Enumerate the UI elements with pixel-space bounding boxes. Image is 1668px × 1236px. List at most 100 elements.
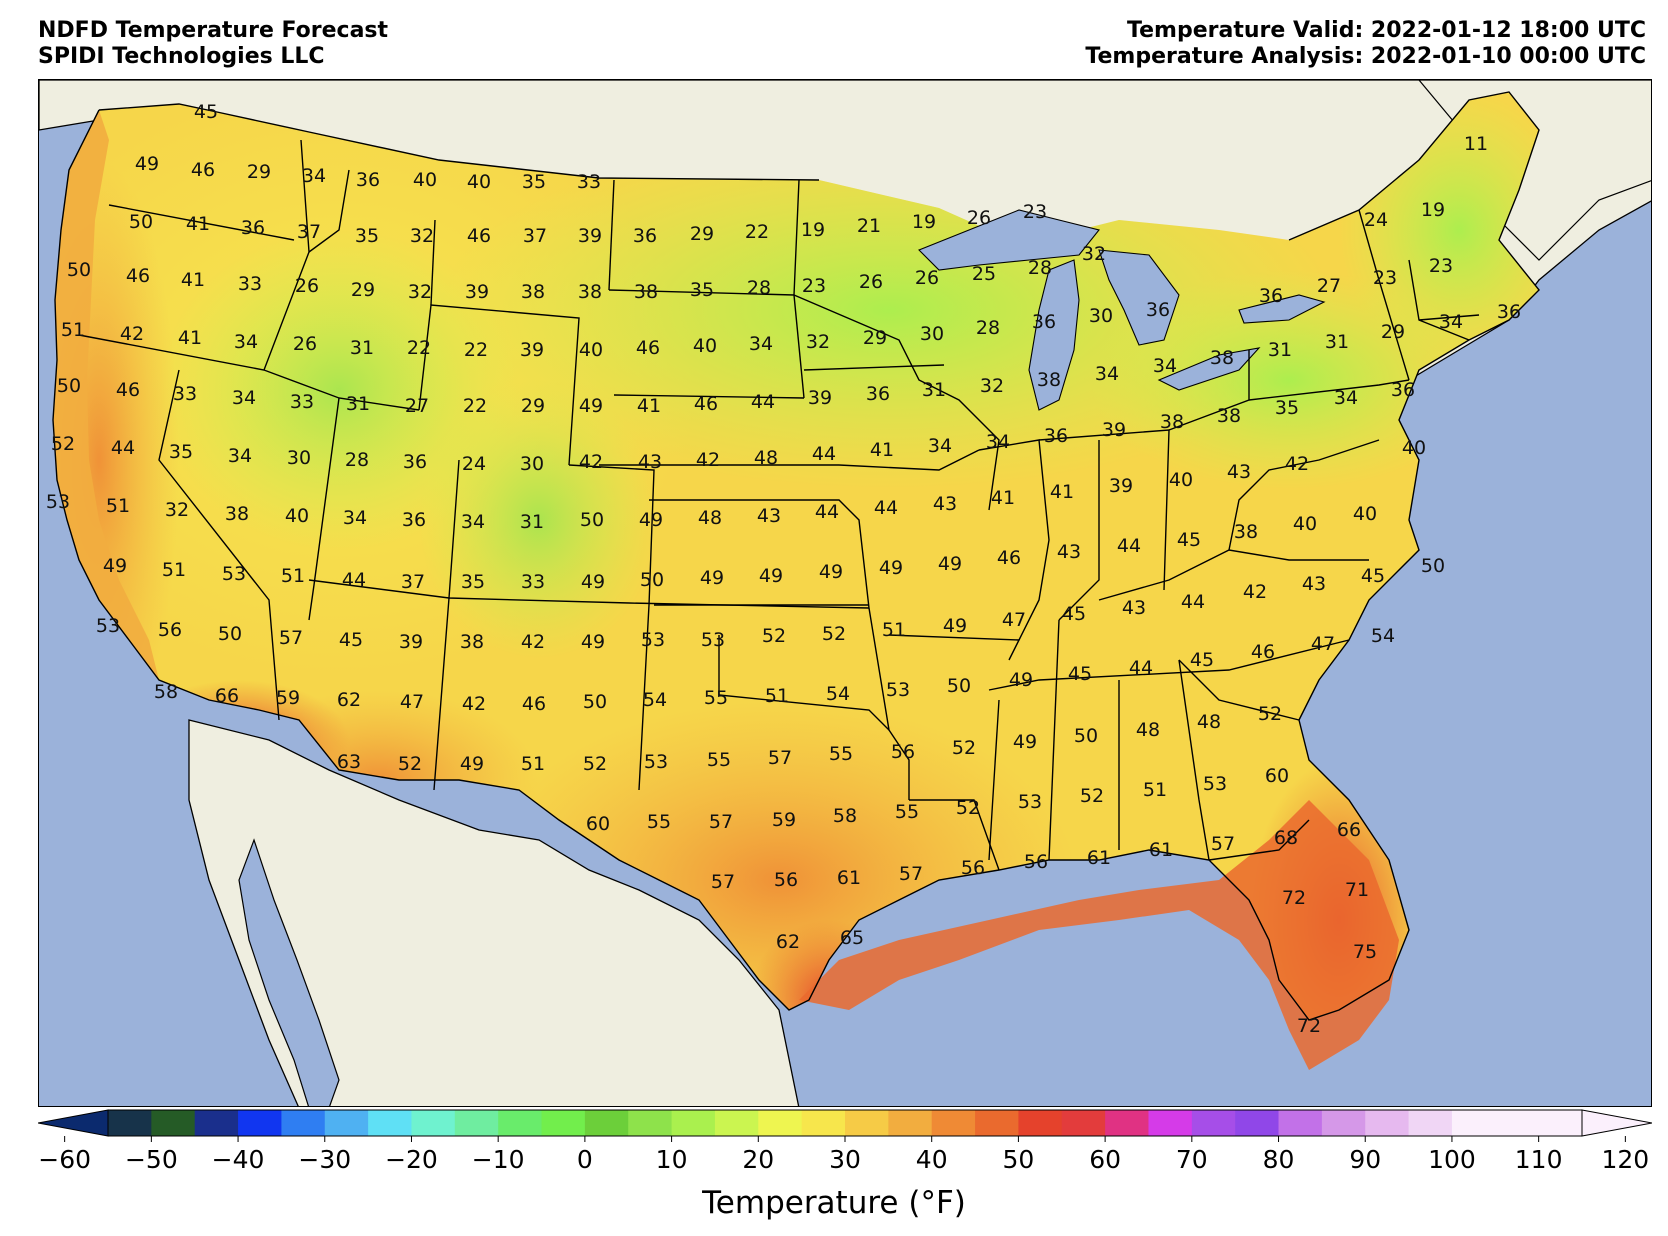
temperature-label: 28: [1028, 257, 1052, 279]
temperature-label: 32: [165, 499, 189, 521]
temperature-label: 34: [986, 431, 1010, 453]
colorbar-swatch: [888, 1110, 933, 1136]
temperature-label: 56: [158, 619, 182, 641]
temperature-label: 44: [342, 569, 366, 591]
temperature-label: 36: [1391, 379, 1415, 401]
temperature-label: 37: [523, 225, 547, 247]
temperature-label: 38: [1234, 521, 1258, 543]
temperature-label: 36: [1497, 301, 1521, 323]
colorbar-swatch: [1235, 1110, 1280, 1136]
temperature-label: 37: [297, 221, 321, 243]
temperature-label: 49: [135, 153, 159, 175]
temperature-label: 38: [460, 631, 484, 653]
temperature-label: 59: [772, 809, 796, 831]
temperature-label: 59: [276, 687, 300, 709]
temperature-label: 34: [749, 333, 773, 355]
map-subtitle: SPIDI Technologies LLC: [38, 44, 325, 69]
temperature-label: 53: [222, 563, 246, 585]
temperature-label: 43: [1227, 461, 1251, 483]
colorbar-tick-label: 40: [916, 1145, 948, 1174]
temperature-label: 60: [586, 813, 610, 835]
temperature-label: 49: [579, 395, 603, 417]
temperature-label: 26: [295, 275, 319, 297]
temperature-label: 29: [351, 279, 375, 301]
temperature-label: 38: [1160, 411, 1184, 433]
colorbar-swatch: [238, 1110, 282, 1136]
temperature-label: 31: [350, 337, 374, 359]
temperature-label: 30: [520, 453, 544, 475]
pacific-marine-band: [53, 110, 159, 680]
temperature-label: 40: [1293, 513, 1317, 535]
temperature-label: 51: [61, 319, 85, 341]
colorbar-swatch: [1408, 1110, 1453, 1136]
valid-block: Temperature Valid: 2022-01-12 18:00 UTC …: [1085, 18, 1646, 70]
temperature-label: 39: [808, 387, 832, 409]
temperature-label: 33: [290, 391, 314, 413]
temperature-label: 44: [111, 437, 135, 459]
temperature-label: 52: [398, 753, 422, 775]
temperature-label: 61: [1149, 839, 1173, 861]
temperature-label: 43: [1122, 597, 1146, 619]
colorbar-label: Temperature (°F): [702, 1185, 966, 1221]
temperature-label: 34: [302, 165, 326, 187]
temperature-label: 50: [67, 259, 91, 281]
temperature-label: 33: [577, 171, 601, 193]
temperature-label: 39: [520, 339, 544, 361]
temperature-label: 53: [46, 491, 70, 513]
colorbar-swatch: [1321, 1110, 1366, 1136]
temperature-label: 27: [405, 395, 429, 417]
temperature-label: 57: [711, 871, 735, 893]
temperature-label: 42: [696, 449, 720, 471]
temperature-label: 26: [859, 271, 883, 293]
temperature-label: 49: [879, 557, 903, 579]
temperature-label: 51: [521, 753, 545, 775]
temperature-label: 31: [1325, 331, 1349, 353]
temperature-label: 36: [403, 451, 427, 473]
temperature-label: 49: [1013, 731, 1037, 753]
temperature-label: 61: [1087, 847, 1111, 869]
colorbar-extend-max: [1581, 1109, 1652, 1137]
temperature-label: 45: [1062, 603, 1086, 625]
temperature-label: 19: [1421, 199, 1445, 221]
colorbar-tick-label: −60: [38, 1145, 91, 1174]
temperature-label: 52: [762, 625, 786, 647]
temperature-label: 49: [639, 509, 663, 531]
colorbar-swatch: [845, 1110, 889, 1136]
temperature-label: 46: [467, 225, 491, 247]
temperature-label: 25: [972, 263, 996, 285]
temperature-label: 24: [462, 453, 486, 475]
temperature-label: 52: [583, 753, 607, 775]
title-block: NDFD Temperature Forecast SPIDI Technolo…: [38, 18, 388, 70]
temperature-label: 44: [874, 497, 898, 519]
temperature-label: 45: [194, 101, 218, 123]
colorbar-swatch: [454, 1110, 499, 1136]
temperature-label: 31: [922, 379, 946, 401]
temperature-label: 22: [463, 395, 487, 417]
temperature-label: 43: [757, 505, 781, 527]
temperature-label: 44: [815, 501, 839, 523]
temperature-label: 53: [886, 679, 910, 701]
temperature-label: 60: [1265, 765, 1289, 787]
temperature-label: 55: [707, 749, 731, 771]
colorbar-swatch: [1278, 1110, 1323, 1136]
temperature-label: 37: [401, 571, 425, 593]
temperature-labels: 45 49 46 29 34 36 40 40 35 33 50 41 36 37 35 32 46 37 39 36…: [46, 101, 1521, 1037]
colorbar-tick-label: −10: [472, 1145, 525, 1174]
temperature-label: 34: [228, 445, 252, 467]
mexico-land: [188, 719, 800, 1106]
temperature-label: 44: [1117, 535, 1141, 557]
temperature-label: 68: [1274, 827, 1298, 849]
temperature-label: 42: [579, 451, 603, 473]
temperature-label: 47: [1311, 633, 1335, 655]
temperature-label: 46: [522, 693, 546, 715]
temperature-label: 40: [1402, 437, 1426, 459]
temperature-label: 40: [413, 169, 437, 191]
temperature-label: 38: [1210, 347, 1234, 369]
gulf-marine-band: [799, 800, 1399, 1070]
colorbar-swatch: [1451, 1110, 1496, 1136]
temperature-label: 26: [915, 267, 939, 289]
temperature-label: 66: [1337, 819, 1361, 841]
temperature-label: 42: [1285, 453, 1309, 475]
colorbar-swatch: [975, 1110, 1019, 1136]
temperature-label: 52: [1258, 703, 1282, 725]
